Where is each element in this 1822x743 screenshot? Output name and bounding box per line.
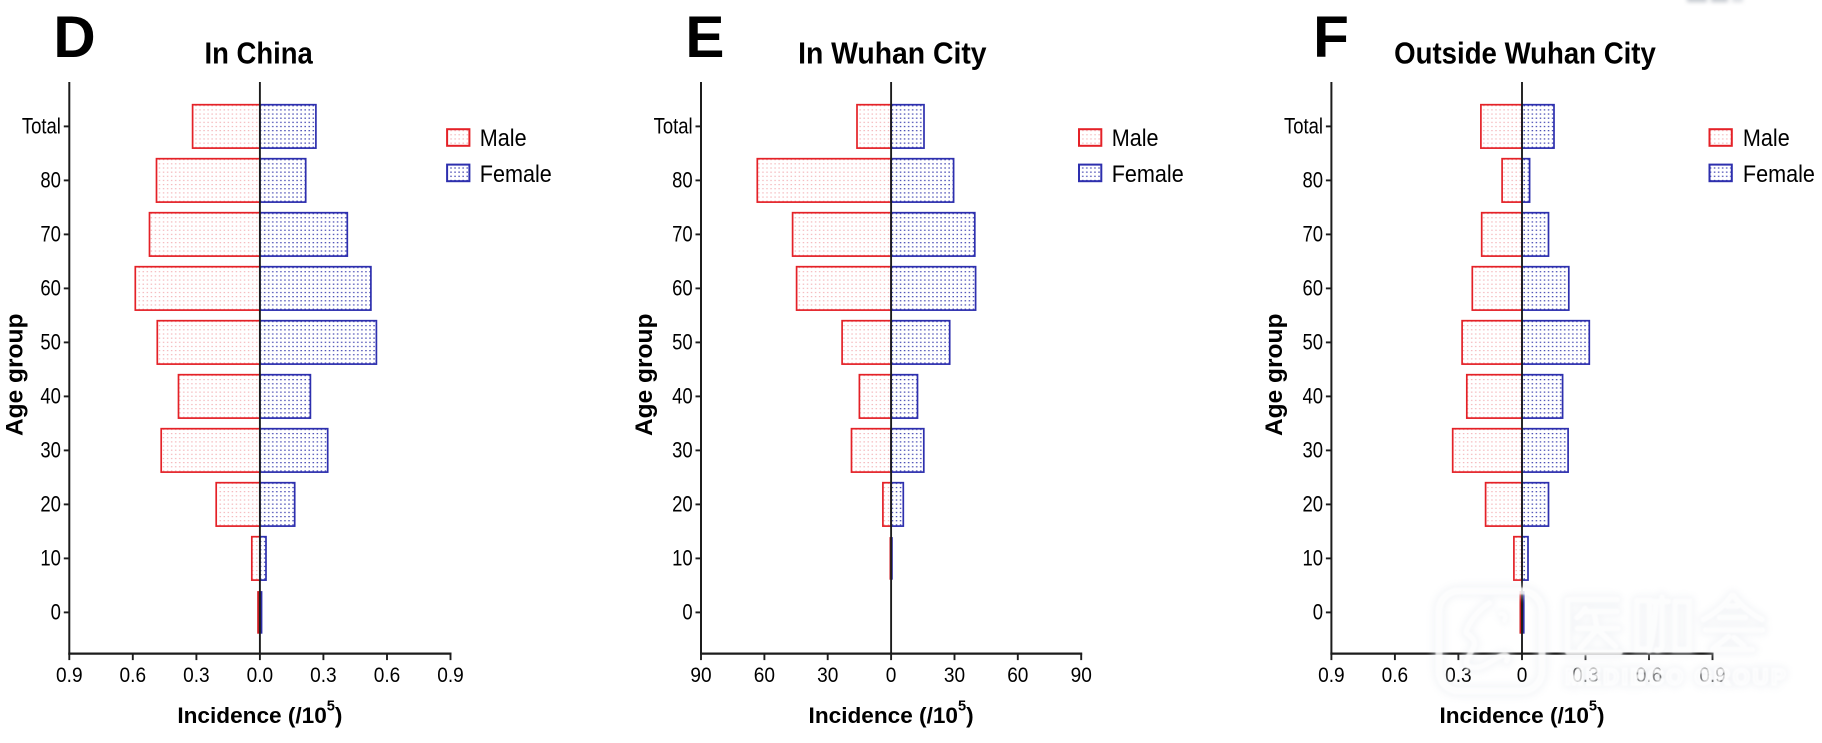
svg-text:D: D xyxy=(53,5,95,70)
svg-text:Female: Female xyxy=(1743,160,1815,187)
svg-text:Incidence (/105): Incidence (/105) xyxy=(177,699,342,728)
svg-text:20: 20 xyxy=(1302,493,1323,517)
svg-text:90: 90 xyxy=(690,664,711,687)
svg-text:In Wuhan City: In Wuhan City xyxy=(798,37,987,71)
svg-text:Age group: Age group xyxy=(1261,314,1288,437)
svg-text:Incidence (/105): Incidence (/105) xyxy=(809,699,974,728)
svg-text:40: 40 xyxy=(40,385,61,409)
svg-text:50: 50 xyxy=(672,331,693,355)
svg-text:10: 10 xyxy=(1302,547,1323,571)
svg-text:0.3: 0.3 xyxy=(183,664,210,687)
svg-text:Total: Total xyxy=(654,115,693,139)
svg-text:0.9: 0.9 xyxy=(56,664,83,687)
svg-text:E: E xyxy=(685,5,724,70)
svg-text:80: 80 xyxy=(40,169,61,193)
svg-text:Female: Female xyxy=(480,160,552,187)
svg-text:40: 40 xyxy=(672,385,693,409)
svg-text:80: 80 xyxy=(1302,169,1323,193)
svg-text:0.9: 0.9 xyxy=(437,664,464,687)
svg-text:60: 60 xyxy=(1302,277,1323,301)
svg-text:0.6: 0.6 xyxy=(120,664,147,687)
svg-text:60: 60 xyxy=(40,277,61,301)
svg-text:80: 80 xyxy=(672,169,693,193)
svg-text:50: 50 xyxy=(1302,331,1323,355)
svg-text:0: 0 xyxy=(886,664,897,687)
svg-text:MEDIECO GROUP: MEDIECO GROUP xyxy=(1565,665,1788,690)
svg-text:0: 0 xyxy=(682,601,692,625)
svg-text:60: 60 xyxy=(1007,664,1028,687)
svg-text:Age group: Age group xyxy=(631,314,658,437)
svg-text:20: 20 xyxy=(672,493,693,517)
svg-text:0: 0 xyxy=(1313,601,1323,625)
svg-text:Total: Total xyxy=(22,115,61,139)
svg-text:Total: Total xyxy=(1284,115,1323,139)
svg-text:F: F xyxy=(1313,5,1349,70)
svg-text:30: 30 xyxy=(40,439,61,463)
svg-text:20: 20 xyxy=(40,493,61,517)
svg-text:70: 70 xyxy=(1302,223,1323,247)
svg-text:MEDIECO GROUP: MEDIECO GROUP xyxy=(1565,665,1788,690)
svg-text:10: 10 xyxy=(672,547,693,571)
svg-text:Outside Wuhan City: Outside Wuhan City xyxy=(1394,37,1656,71)
svg-text:0.6: 0.6 xyxy=(374,664,401,687)
svg-text:40: 40 xyxy=(1302,385,1323,409)
svg-text:0.9: 0.9 xyxy=(1318,664,1345,687)
svg-text:0: 0 xyxy=(1517,664,1528,687)
svg-text:0.0: 0.0 xyxy=(247,664,274,687)
svg-text:30: 30 xyxy=(1302,439,1323,463)
svg-text:Incidence (/105): Incidence (/105) xyxy=(1439,699,1604,728)
svg-text:30: 30 xyxy=(817,664,838,687)
svg-text:60: 60 xyxy=(672,277,693,301)
svg-text:Male: Male xyxy=(480,124,527,151)
svg-text:30: 30 xyxy=(672,439,693,463)
svg-text:30: 30 xyxy=(944,664,965,687)
svg-text:Male: Male xyxy=(1743,124,1790,151)
svg-text:50: 50 xyxy=(40,331,61,355)
svg-text:70: 70 xyxy=(40,223,61,247)
svg-text:90: 90 xyxy=(1071,664,1092,687)
svg-text:10: 10 xyxy=(40,547,61,571)
svg-text:In China: In China xyxy=(204,37,313,71)
svg-text:0.3: 0.3 xyxy=(1572,664,1599,687)
svg-text:0.9: 0.9 xyxy=(1699,664,1726,687)
svg-text:Age group: Age group xyxy=(2,314,29,437)
svg-text:Male: Male xyxy=(1112,124,1159,151)
svg-text:0.3: 0.3 xyxy=(310,664,337,687)
svg-text:0.6: 0.6 xyxy=(1636,664,1663,687)
svg-text:60: 60 xyxy=(754,664,775,687)
svg-text:Female: Female xyxy=(1112,160,1184,187)
svg-text:0.6: 0.6 xyxy=(1382,664,1409,687)
svg-text:0: 0 xyxy=(51,601,61,625)
svg-text:70: 70 xyxy=(672,223,693,247)
